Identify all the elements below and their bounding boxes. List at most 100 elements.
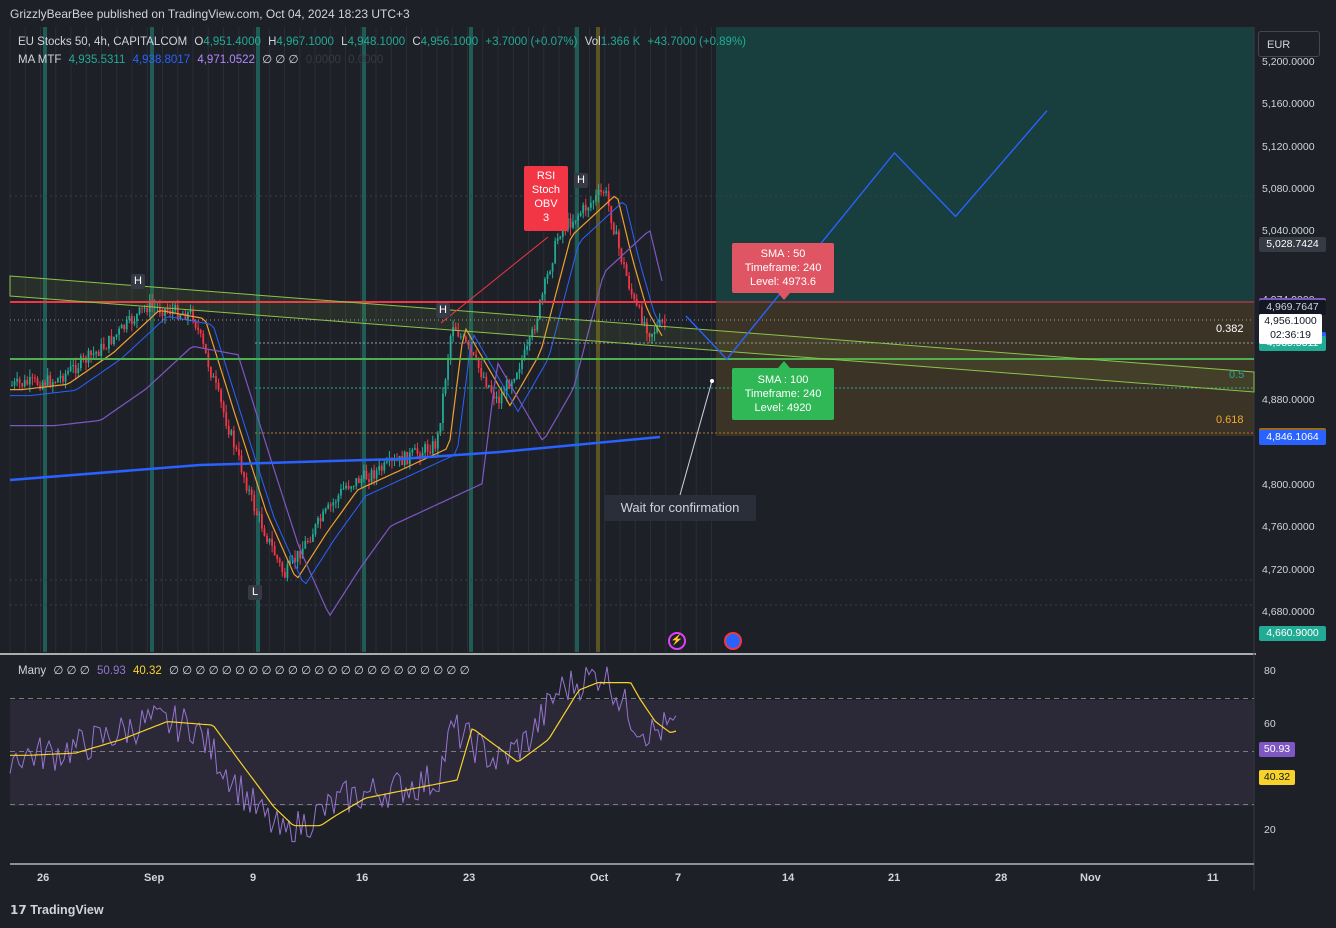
session-column [43,27,47,652]
count-text: 3 [542,212,550,224]
candle-body [97,351,100,357]
candle-body [528,337,531,346]
candle-body [159,306,161,313]
label-h-top: H [574,173,588,188]
candle-body [51,382,54,387]
candle-body [202,333,205,344]
candle-body [454,327,457,331]
candle-body [518,369,521,373]
candle-body [513,378,516,382]
rsi-stoch-obv-box: RSI Stoch OBV 3 [524,166,568,231]
candle-body [533,329,536,331]
candle-body [357,478,360,484]
candle-body [526,345,528,350]
candle-body [554,240,557,264]
candle-body [434,441,437,449]
x-tick-label: 28 [995,872,1008,884]
candle-body [630,288,633,295]
close-label: C [412,36,421,48]
candle-body [299,550,302,559]
candle-body [429,451,432,454]
candle-body [232,430,235,448]
legend-line2: MA MTF 4,935.5311 4,938.8017 4,971.0522 … [18,52,387,66]
candle-body [294,557,296,562]
candle-body [436,433,439,449]
osc-line-yellow [10,682,677,827]
candle-body [449,336,452,359]
candle-body [115,334,118,337]
low-label: L [341,36,348,48]
vol-label: Vol [584,36,601,48]
candle-body [41,382,44,389]
candle-body [141,307,143,309]
x-tick-label: 23 [463,872,476,884]
candle-body [128,315,131,320]
candle-body [426,444,429,452]
candle-body [82,356,85,358]
sma100-callout: SMA : 100 Timeframe: 240 Level: 4920 [732,368,834,420]
tradingview-footer[interactable]: 𝟭𝟳 TradingView [10,903,104,917]
ma-nulls: ∅ ∅ ∅ [262,54,299,66]
candle-body [102,343,105,349]
symbol-title: EU Stocks 50, 4h, CAPITALCOM [18,36,188,48]
candle-body [197,327,200,331]
dividend-event-icon[interactable]: ⚡ [668,632,686,650]
candle-body [238,449,240,456]
candle-body [243,472,245,478]
candle-body [610,205,613,224]
candle-body [431,441,434,454]
candle-body [495,396,498,399]
candle-body [235,447,238,450]
candle-body [220,389,222,403]
candle-body [133,321,136,324]
candle-body [487,385,490,387]
currency-button[interactable]: EUR [1258,31,1320,57]
candle-body [350,486,353,489]
candle-body [319,518,322,522]
candle-body [589,202,592,208]
candle-body [64,373,67,382]
candle-body [171,310,174,315]
candle-body [286,564,289,578]
osc-value1: 50.93 [96,665,126,677]
x-tick-label: 16 [356,872,369,884]
x-tick-label: 9 [250,872,257,884]
candle-body [327,504,330,509]
candle-body [18,378,21,384]
candle-body [261,514,263,529]
candle-body [11,385,13,387]
candle-body [250,489,253,495]
candle-body [87,350,90,363]
tradingview-logo-icon: 𝟭𝟳 [10,903,27,917]
ma-blue-short [10,201,663,585]
candle-body [600,190,602,192]
sma100-line3: Level: 4920 [754,402,812,414]
candle-body [67,371,69,374]
economic-event-icon[interactable] [724,632,742,650]
candle-body [347,485,350,489]
open-label: O [194,36,204,48]
candle-body [444,379,447,394]
tradingview-brand: TradingView [30,903,104,917]
candle-body [498,396,500,404]
osc-tick-label: 60 [1264,718,1276,730]
candle-body [551,263,554,272]
session-column-olive [596,27,600,652]
candle-body [414,448,416,450]
candle-body [643,321,646,325]
candle-body [105,348,108,350]
candle-body [79,356,82,369]
candle-body [113,336,115,345]
candle-body [222,402,225,413]
candle-body [661,320,664,322]
candle-body [556,238,559,241]
candle-body [572,221,574,228]
candle-body [439,422,442,434]
candle-body [467,342,470,346]
vol-value: 1.366 K [600,36,641,48]
x-tick-label: Oct [590,872,609,884]
candle-body [536,318,539,331]
candle-body [258,514,261,516]
label-h-mid: H [436,303,450,318]
